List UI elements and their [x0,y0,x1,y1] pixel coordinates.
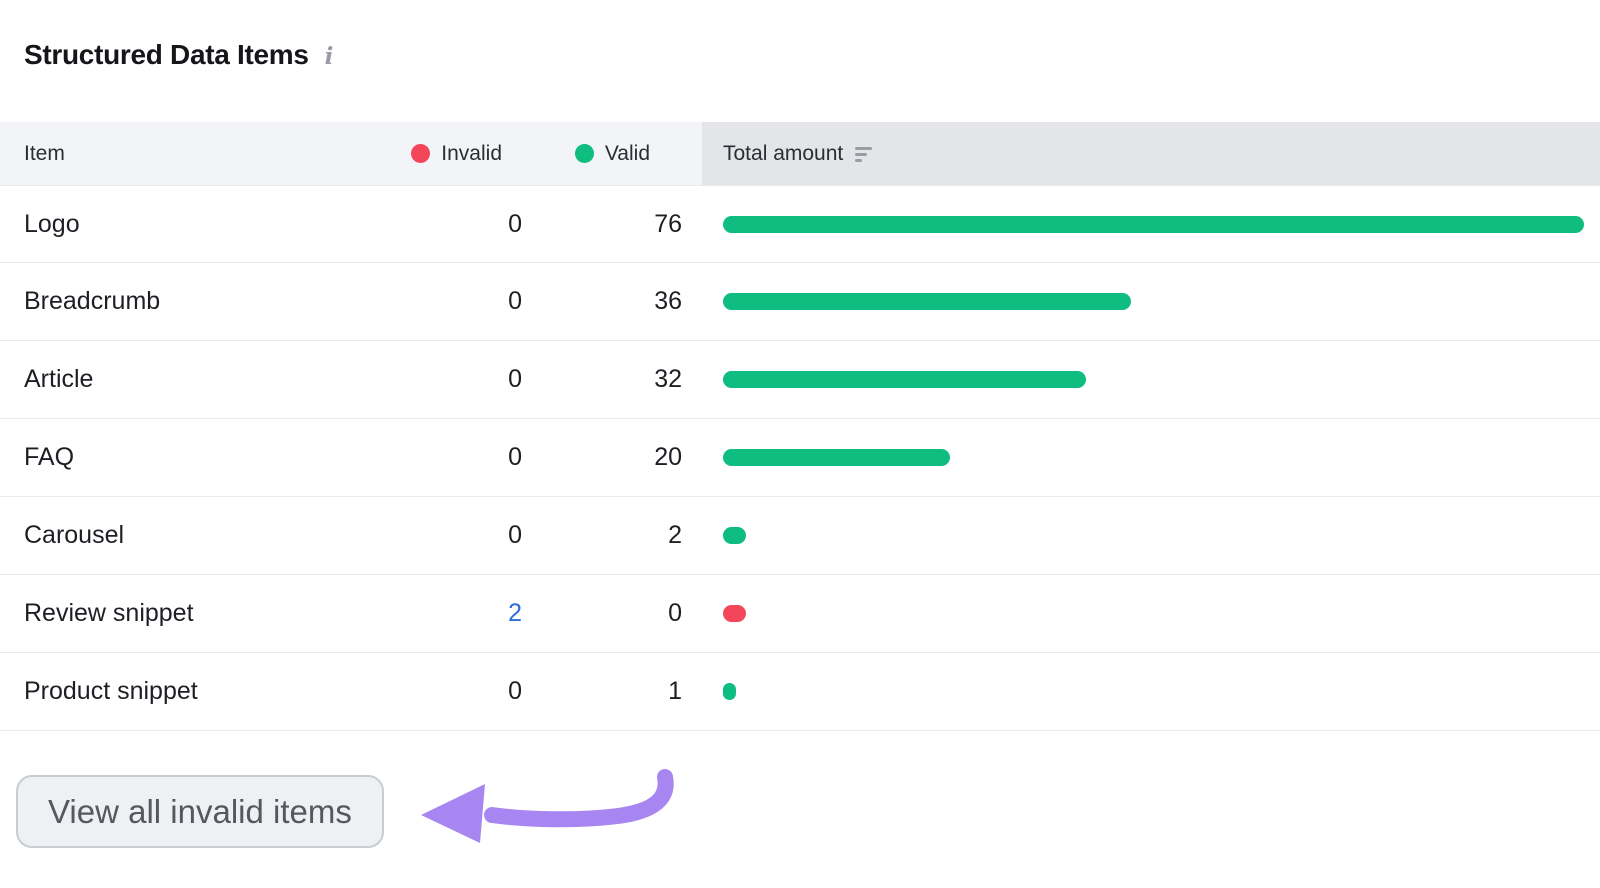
row-invalid-count: 0 [508,209,522,238]
row-item-cell: FAQ [0,419,380,496]
row-valid-cell: 20 [522,419,682,496]
row-item-cell: Product snippet [0,653,380,730]
row-valid-count: 0 [668,599,682,627]
row-valid-count: 36 [654,287,682,315]
column-header-total-label: Total amount [723,141,844,165]
row-item-label: Review snippet [24,599,194,627]
table-row: Logo 0 76 [0,185,1600,263]
row-invalid-count: 0 [508,443,522,471]
row-item-cell: Review snippet [0,575,380,652]
table-header-row: Item Invalid Valid Total amount [0,122,1600,185]
row-valid-count: 20 [654,443,682,471]
row-valid-count: 32 [654,365,682,393]
valid-total-bar [723,215,1584,233]
widget-header: Structured Data Items i [0,0,1600,122]
row-total-bar-cell [702,263,1600,340]
column-header-item: Item [0,122,380,185]
valid-total-bar [723,449,950,466]
row-valid-cell: 1 [522,653,682,730]
row-valid-cell: 2 [522,497,682,574]
row-total-bar-cell [702,341,1600,418]
row-item-label: FAQ [24,443,75,471]
table-row: Product snippet 0 1 [0,653,1600,731]
valid-total-bar [723,527,746,544]
row-total-bar-cell [702,497,1600,574]
annotation-arrow-icon [421,769,674,843]
invalid-count-link[interactable]: 2 [508,599,522,627]
row-item-label: Breadcrumb [24,287,161,315]
column-header-invalid: Invalid [380,122,522,185]
widget-footer: View all invalid items [0,731,1600,882]
row-valid-count: 76 [654,209,682,238]
table-body: Logo 0 76 Breadcrumb 0 36 [0,185,1600,731]
table-row: Article 0 32 [0,341,1600,419]
table-row: Carousel 0 2 [0,497,1600,575]
row-valid-count: 1 [668,677,682,705]
valid-total-bar [723,293,1131,310]
row-invalid-cell: 0 [380,341,522,418]
header-spacer [682,122,702,185]
widget-title: Structured Data Items [24,39,309,70]
view-all-invalid-items-button[interactable]: View all invalid items [16,775,384,848]
row-total-bar-cell [702,419,1600,496]
row-invalid-cell: 2 [380,575,522,652]
info-icon[interactable]: i [324,43,334,70]
row-invalid-cell: 0 [380,653,522,730]
column-header-valid-label: Valid [604,141,650,165]
row-invalid-cell: 0 [380,186,522,262]
row-item-label: Article [24,365,94,393]
column-header-invalid-label: Invalid [441,141,502,165]
structured-data-table: Item Invalid Valid Total amount Logo 0 [0,122,1600,731]
row-total-bar-cell [702,653,1600,730]
row-valid-count: 2 [668,521,682,549]
row-invalid-cell: 0 [380,263,522,340]
row-item-cell: Article [0,341,380,418]
row-invalid-count: 0 [508,521,522,549]
table-row: Breadcrumb 0 36 [0,263,1600,341]
row-item-label: Logo [24,209,80,238]
row-valid-cell: 0 [522,575,682,652]
column-header-item-label: Item [24,141,65,165]
column-header-valid: Valid [522,122,682,185]
column-header-total-amount[interactable]: Total amount [702,122,1600,185]
row-item-cell: Carousel [0,497,380,574]
invalid-total-bar [723,605,746,622]
row-valid-cell: 36 [522,263,682,340]
invalid-legend-dot-icon [411,144,431,163]
row-invalid-count: 0 [508,365,522,393]
valid-legend-dot-icon [574,144,594,163]
row-item-label: Carousel [24,521,125,549]
row-invalid-count: 0 [508,677,522,705]
row-valid-cell: 76 [522,186,682,262]
valid-total-bar [723,683,736,700]
row-total-bar-cell [702,575,1600,652]
row-invalid-cell: 0 [380,419,522,496]
sort-descending-icon [855,147,873,162]
row-total-bar-cell [702,186,1600,262]
row-invalid-cell: 0 [380,497,522,574]
row-item-label: Product snippet [24,677,198,705]
row-invalid-count: 0 [508,287,522,315]
table-row: FAQ 0 20 [0,419,1600,497]
row-item-cell: Logo [0,186,380,262]
row-valid-cell: 32 [522,341,682,418]
table-row: Review snippet 2 0 [0,575,1600,653]
valid-total-bar [723,371,1086,388]
row-item-cell: Breadcrumb [0,263,380,340]
